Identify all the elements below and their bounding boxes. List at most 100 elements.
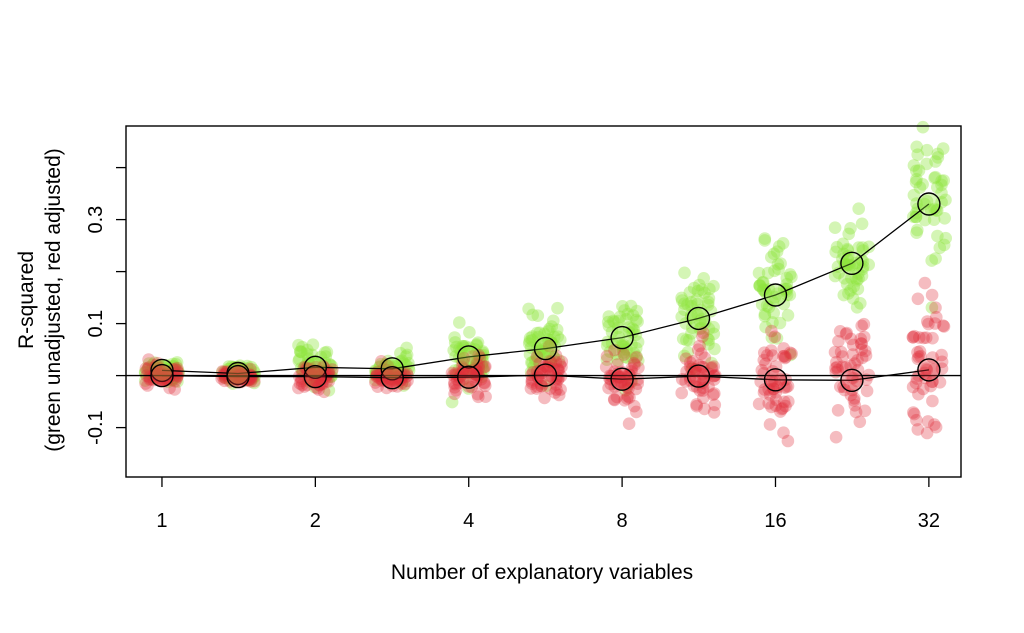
green-point [928,171,941,185]
green-point [931,147,945,161]
red-point [780,380,793,394]
green-point [698,286,711,300]
red-point [696,330,709,343]
red-point [478,360,491,374]
red-point [698,402,711,416]
x-tick-label: 32 [918,510,940,532]
red-point [370,370,383,383]
green-point [625,338,638,352]
red-point [844,332,858,346]
green-point [678,266,691,280]
green-point [448,336,462,349]
red-point [313,378,326,392]
green-point [756,283,770,296]
green-point [847,280,860,293]
green-point [920,157,933,171]
red-point [834,380,847,394]
green-point [155,359,168,372]
red-point [782,395,795,408]
red-point [848,392,861,405]
green-point [631,315,644,328]
red-point [524,382,538,395]
red-point [322,375,335,388]
red-point [757,386,771,399]
green-point [292,354,306,368]
red-point [696,376,709,390]
red-point [768,374,781,388]
red-point [607,393,621,406]
green-point [160,370,174,384]
green-point [759,320,772,334]
green-point [681,298,694,311]
red-point [767,382,780,396]
green-point [758,234,772,247]
red-point [631,377,644,391]
green-point [548,330,561,344]
red-point [778,349,791,363]
red-point [921,315,934,328]
red-point [906,331,920,344]
green-point [600,339,614,352]
green-point [622,321,636,334]
green-point [784,348,797,362]
red-point [855,343,868,356]
red-point [618,394,631,407]
red-point [836,360,849,374]
red-point [552,388,566,402]
green-point [753,279,766,293]
green-point [627,347,641,360]
green-point [630,304,644,318]
red-point [844,388,858,402]
red-point [830,355,843,369]
green-point [845,271,858,285]
red-point [854,332,867,346]
red-point [707,360,720,373]
green-point [471,336,485,350]
red-point [778,381,791,394]
red-point [549,378,563,391]
green-point [625,351,639,364]
red-point [608,393,621,407]
green-point [910,173,923,186]
red-point [906,380,920,394]
green-point [828,221,842,234]
red-point [937,320,951,333]
red-point [908,407,921,421]
red-point [768,330,782,344]
red-point [462,366,476,380]
red-point [926,394,939,408]
red-point [448,387,461,401]
red-point [479,360,492,373]
green-point [701,298,715,312]
red-point [375,370,389,384]
red-point [614,370,627,384]
green-point [552,354,566,367]
red-point [555,360,568,374]
green-point [227,361,241,374]
red-point [292,381,305,395]
red-point [927,363,941,376]
red-point [855,351,869,365]
green-point [913,181,927,194]
green-point [852,272,865,285]
plot-frame [125,125,962,478]
green-point [907,159,921,172]
red-point [917,331,930,345]
green-point [780,271,794,285]
green-point [702,295,715,309]
red-point [465,380,479,394]
green-point [533,344,547,357]
red-point [906,330,920,344]
red-point [317,385,331,399]
red-point [627,356,641,370]
red-point [769,386,783,399]
red-point [764,344,778,357]
green-point [916,120,930,134]
red-point [758,346,771,360]
green-point [909,210,923,224]
green-point [616,343,630,356]
green-point [758,309,772,323]
mean-lines-layer [126,203,961,381]
red-point [860,384,874,398]
red-point [551,373,565,387]
